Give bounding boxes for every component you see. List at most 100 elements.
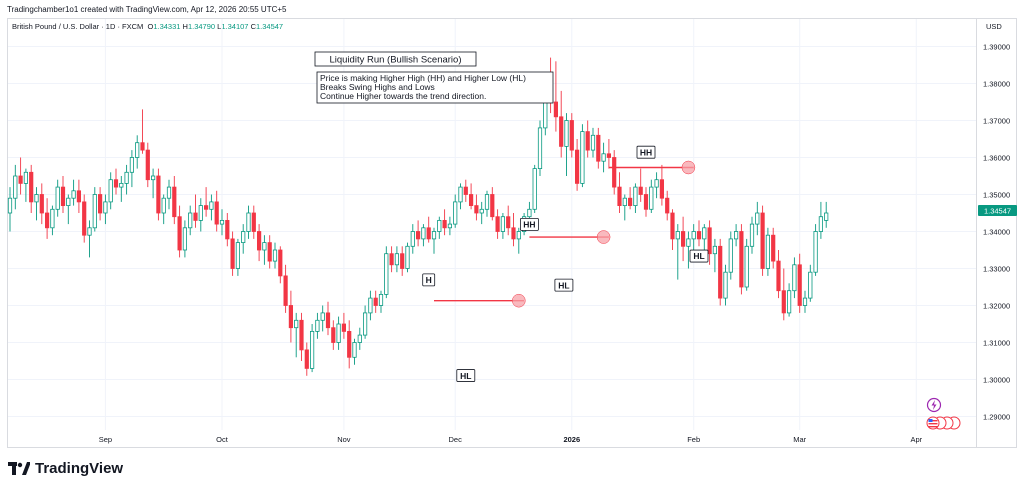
candle-body — [230, 238, 235, 269]
swing-label: HL — [456, 369, 476, 382]
x-tick-label: Feb — [687, 435, 700, 444]
candle-body — [490, 194, 495, 218]
candle-body — [34, 194, 39, 203]
candle — [140, 109, 145, 154]
candle — [39, 183, 44, 225]
candle-body — [188, 212, 193, 229]
candle — [92, 187, 97, 232]
candle — [341, 312, 347, 339]
candle-body — [82, 201, 87, 236]
symbol-legend: British Pound / U.S. Dollar · 1D · FXCM … — [12, 22, 283, 31]
candle-body — [331, 327, 336, 343]
candle-body — [617, 186, 622, 207]
candle-body — [341, 323, 347, 332]
candle-body — [50, 208, 55, 229]
candle — [575, 139, 580, 191]
x-tick-label: Nov — [337, 435, 351, 444]
candle — [426, 216, 431, 243]
candle — [739, 224, 744, 295]
candle — [468, 183, 474, 210]
y-tick-label: 1.30000 — [983, 375, 1010, 384]
candle — [13, 164, 18, 210]
candle — [103, 194, 108, 225]
candle-body — [347, 330, 352, 358]
candle-body — [378, 293, 384, 306]
high-value: 1.34790 — [187, 22, 216, 31]
candle-body — [172, 186, 177, 218]
events-flags-icon[interactable] — [926, 416, 961, 430]
candle — [87, 220, 92, 258]
candle-body — [278, 249, 283, 277]
candle — [638, 168, 643, 202]
candle-body — [304, 349, 309, 369]
last-price-value: 1.34547 — [984, 207, 1011, 216]
candle — [792, 257, 797, 299]
candle-body — [580, 131, 585, 184]
liquidity-marker — [681, 160, 696, 175]
candle — [569, 113, 574, 158]
candle-body — [60, 186, 66, 207]
chart-pane[interactable] — [7, 18, 977, 448]
candle — [145, 142, 150, 188]
tradingview-brand[interactable]: TradingView — [8, 460, 123, 477]
candle — [193, 194, 198, 228]
candle-body — [98, 194, 103, 214]
y-tick-label: 1.34000 — [983, 227, 1010, 236]
candle — [331, 320, 336, 350]
candle — [82, 194, 87, 243]
candle-body — [352, 342, 357, 358]
candle — [442, 209, 447, 236]
candle — [272, 242, 278, 269]
candle-body — [606, 153, 612, 158]
candle-body — [267, 242, 272, 262]
candle — [776, 250, 781, 299]
candle — [649, 179, 654, 213]
candle-body — [734, 231, 739, 240]
candle-body — [357, 334, 362, 343]
candle-body — [251, 212, 256, 232]
candle — [718, 238, 723, 306]
candle — [686, 231, 691, 269]
candle-body — [728, 238, 733, 273]
candle — [532, 164, 537, 213]
candle — [590, 127, 596, 158]
alert-icon[interactable] — [926, 397, 942, 413]
currency-label[interactable]: USD — [986, 22, 1002, 31]
candle — [18, 157, 23, 195]
annotation-line-1: Price is making Higher High (HH) and Hig… — [320, 73, 526, 83]
candle-body — [182, 227, 187, 251]
candle — [802, 290, 808, 313]
x-tick-label: Sep — [99, 435, 112, 444]
candle-body — [712, 245, 718, 255]
candle — [357, 327, 362, 350]
candle — [410, 224, 415, 254]
candle — [696, 220, 702, 247]
candle-body — [824, 212, 829, 221]
candle — [325, 301, 331, 336]
candle-body — [479, 208, 484, 214]
candle — [734, 224, 739, 247]
candle — [304, 342, 309, 376]
candle — [262, 235, 267, 265]
candle — [299, 312, 304, 361]
candle — [246, 205, 251, 239]
candle — [320, 305, 325, 332]
candle — [241, 224, 246, 254]
candle — [601, 142, 606, 173]
price-scale[interactable] — [977, 18, 1017, 448]
candle — [203, 187, 209, 217]
candle-body — [437, 219, 442, 232]
candle — [564, 113, 569, 176]
candle — [670, 209, 675, 250]
candle — [431, 227, 437, 254]
candle-body — [670, 212, 675, 240]
candle — [596, 127, 601, 169]
candle — [813, 224, 818, 276]
swing-label-box — [636, 145, 656, 159]
candle-body — [675, 231, 680, 240]
candle-body — [135, 142, 140, 158]
candle-body — [468, 194, 474, 207]
candle-body — [787, 290, 792, 314]
candle-body — [744, 245, 749, 288]
